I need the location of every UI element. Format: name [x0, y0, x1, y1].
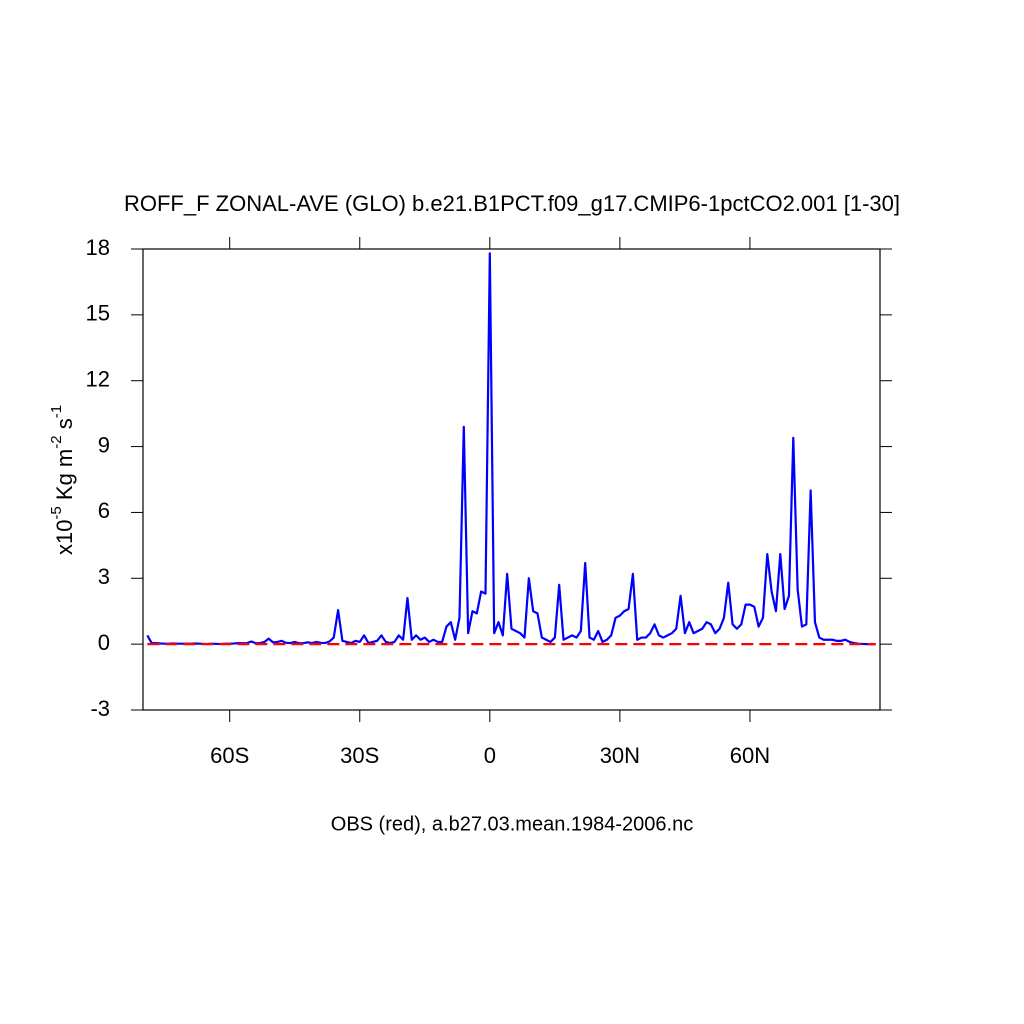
y-tick-label: 0 — [98, 630, 110, 655]
y-tick-label: 15 — [86, 301, 110, 326]
y-tick-label: 6 — [98, 498, 110, 523]
y-axis-label-sup: -5 — [48, 506, 65, 519]
x-tick-label: 0 — [484, 743, 496, 768]
x-tick-label: 60S — [210, 743, 249, 768]
data-line — [146, 252, 876, 646]
y-tick-label: 9 — [98, 432, 110, 457]
y-axis-label: x10-5 Kg m-2 s-1 — [48, 405, 76, 555]
y-tick-label: 3 — [98, 564, 110, 589]
x-tick-label: 30N — [600, 743, 640, 768]
plot-frame — [142, 248, 881, 711]
x-tick-label: 60N — [730, 743, 770, 768]
y-axis-label-part: s — [52, 418, 77, 435]
x-tick-label: 30S — [340, 743, 379, 768]
y-tick-label: -3 — [90, 696, 110, 721]
y-axis-label-sup: -1 — [48, 405, 65, 418]
y-tick-label: 12 — [86, 367, 110, 392]
y-axis-label-part: Kg m — [52, 449, 77, 506]
chart-title: ROFF_F ZONAL-AVE (GLO) b.e21.B1PCT.f09_g… — [124, 191, 900, 216]
y-tick-label: 18 — [86, 235, 110, 260]
chart-subtitle: OBS (red), a.b27.03.mean.1984-2006.nc — [331, 813, 693, 835]
y-axis-label-sup: -2 — [48, 435, 65, 448]
y-axis-label-part: x10 — [52, 520, 77, 555]
